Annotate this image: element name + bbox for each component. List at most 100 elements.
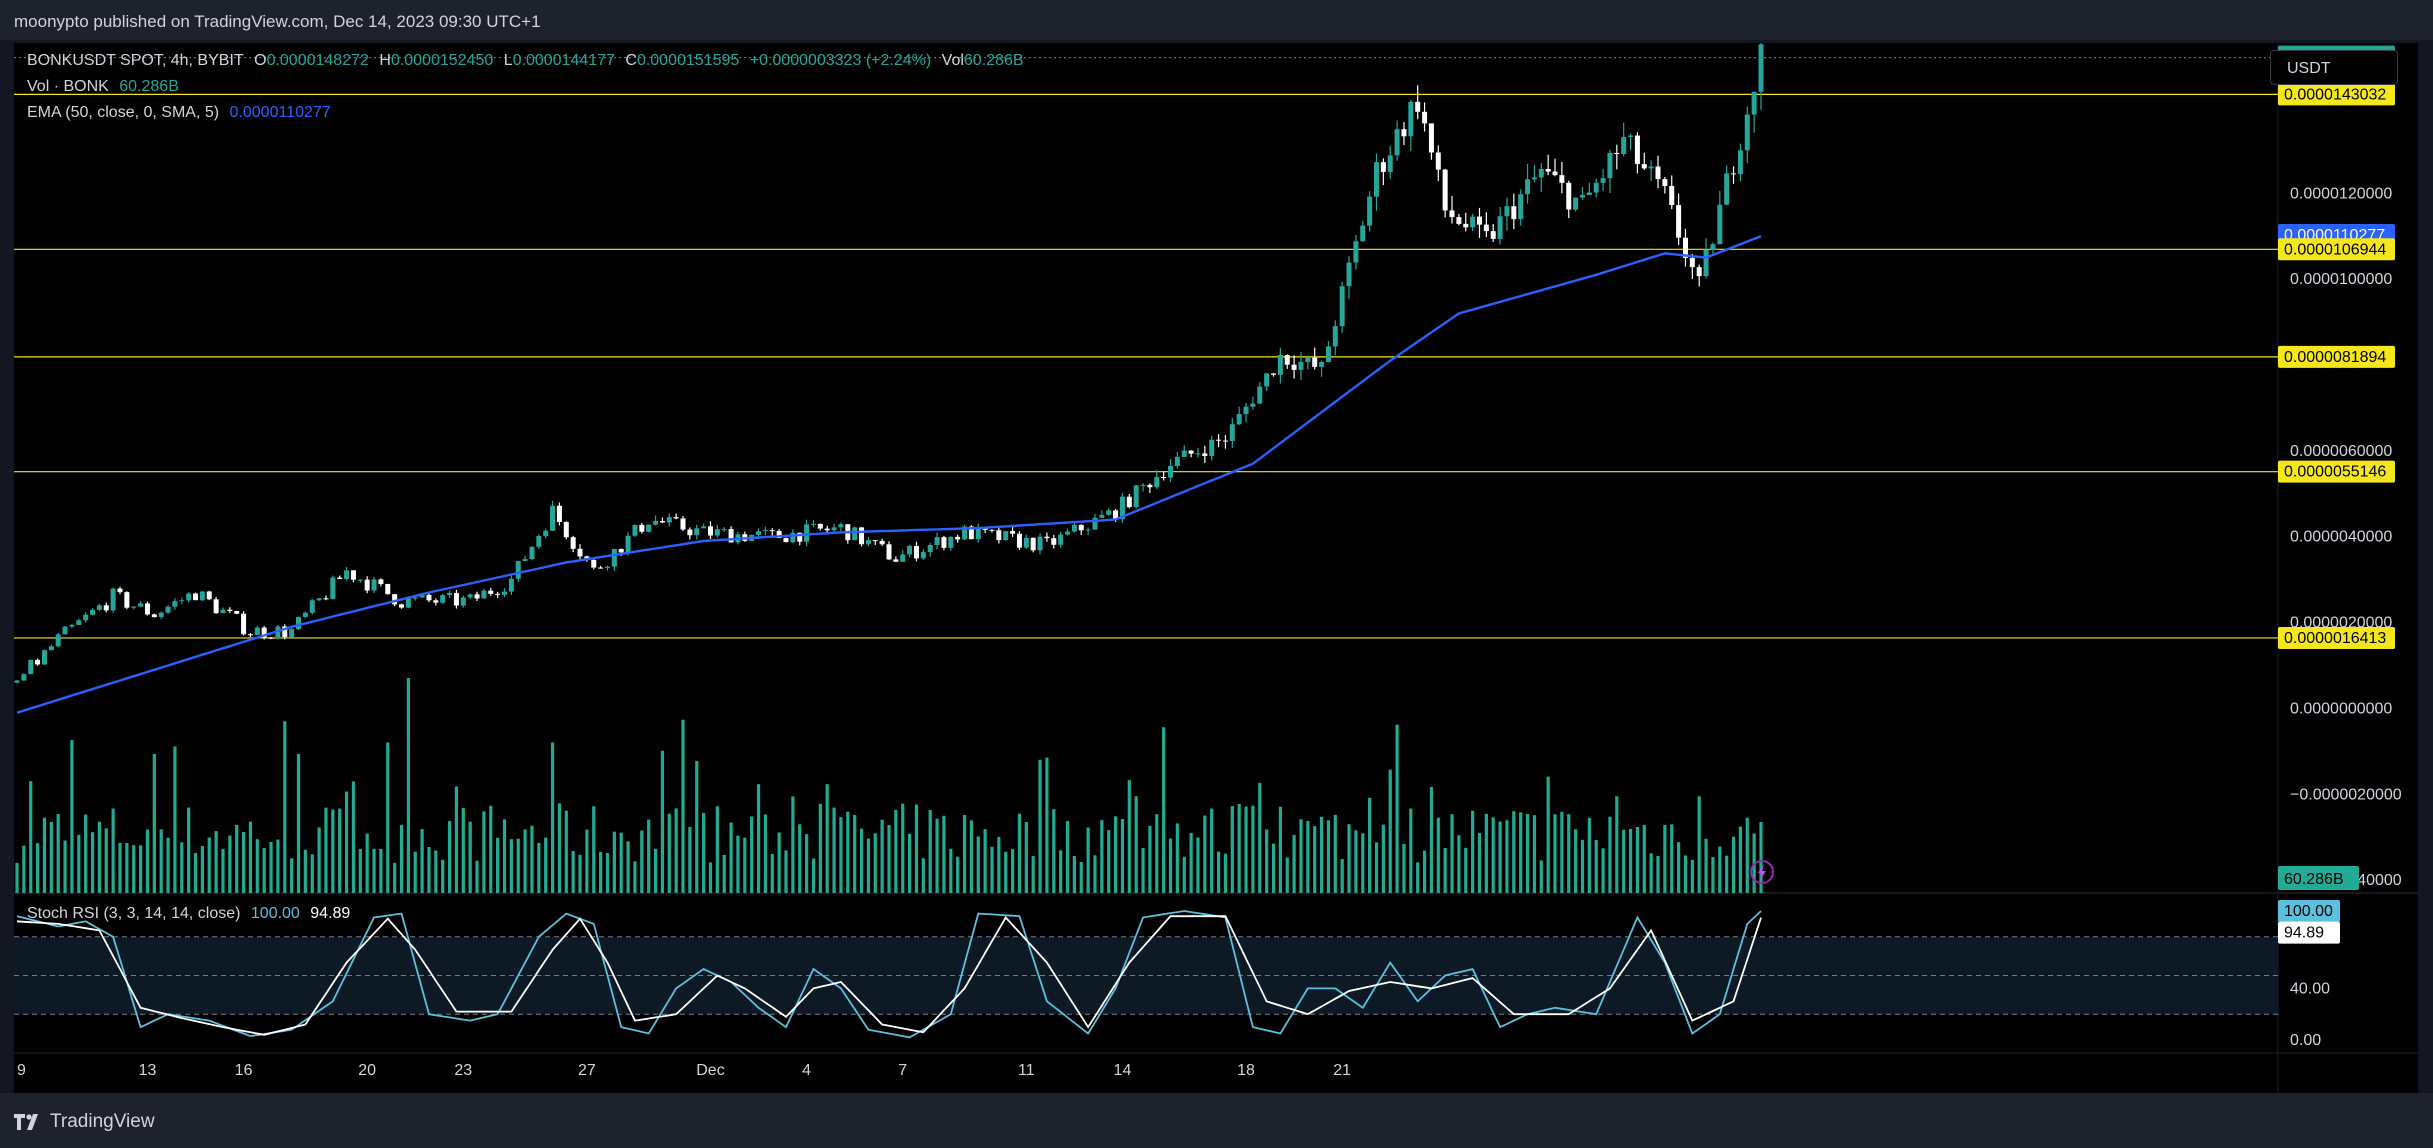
volume-bar	[90, 832, 95, 893]
candle-body	[453, 592, 459, 606]
volume-bar	[1313, 826, 1317, 893]
volume-bar	[1196, 837, 1200, 893]
candle-body	[1545, 169, 1551, 172]
volume-bar	[791, 796, 795, 893]
volume-bar	[1471, 810, 1475, 893]
volume-bar	[1265, 829, 1269, 893]
candle	[399, 603, 405, 609]
volume-bar	[585, 829, 589, 893]
candle-body	[714, 529, 720, 536]
volume-bar	[221, 849, 225, 893]
legend-symbol[interactable]: BONKUSDT SPOT, 4h, BYBIT	[27, 52, 244, 69]
volume-bar	[1525, 814, 1530, 893]
volume-bar	[1155, 814, 1159, 893]
volume-bar	[1601, 848, 1605, 893]
volume-bar	[214, 831, 218, 893]
candle	[96, 603, 102, 612]
volume-bar	[1072, 855, 1076, 893]
volume-bar	[853, 814, 857, 893]
candle	[1586, 182, 1592, 196]
volume-bar	[1429, 786, 1434, 893]
candle	[1696, 264, 1702, 287]
candle	[110, 587, 116, 613]
candle-body	[907, 545, 913, 555]
candle-body	[268, 637, 274, 639]
candle-body	[1126, 496, 1132, 508]
candle-body	[1168, 465, 1174, 478]
candle	[1319, 360, 1325, 377]
chart-area[interactable]: 0.0000120000 0.0000100000 0.0000060000 0.00…	[14, 43, 2418, 1093]
candle	[1655, 155, 1661, 189]
candle	[762, 526, 768, 536]
candle	[1078, 524, 1084, 535]
volume-bar	[557, 803, 562, 893]
candle	[1758, 43, 1764, 110]
candle-body	[529, 546, 535, 560]
candle	[1634, 132, 1640, 174]
candle	[1284, 354, 1290, 369]
volume-bar	[365, 833, 369, 893]
candle	[405, 597, 411, 609]
volume-bar	[1368, 797, 1372, 893]
candle-body	[1065, 531, 1071, 535]
volume-bar	[15, 862, 19, 893]
candle-body	[1332, 326, 1338, 347]
volume-bar	[1628, 828, 1633, 893]
volume-tag: 60.286B	[2278, 866, 2359, 890]
volume-legend[interactable]: Vol · BONK 60.286B	[27, 78, 185, 96]
candle-body	[227, 609, 233, 612]
candle	[550, 500, 556, 532]
candle	[1669, 175, 1675, 210]
legend-c-value: 0.0000151595	[636, 52, 740, 69]
volume-bar	[1519, 812, 1523, 893]
candle-body	[1710, 244, 1716, 250]
lightning-icon	[1758, 864, 1766, 880]
candle-body	[591, 559, 597, 568]
volume-bar	[1010, 849, 1015, 893]
time-axis-label: 18	[1237, 1062, 1255, 1079]
ema-legend[interactable]: EMA (50, close, 0, SMA, 5) 0.0000110277	[27, 104, 337, 122]
volume-bar	[681, 719, 685, 893]
candle-body	[302, 612, 308, 617]
stoch-legend[interactable]: Stoch RSI (3, 3, 14, 14, close) 100.00 9…	[27, 905, 356, 923]
legend-h-label: H	[379, 52, 391, 69]
volume-bar	[1045, 757, 1049, 893]
candle-body	[1449, 210, 1455, 218]
chart-svg[interactable]: 0.0000120000 0.0000100000 0.0000060000 0.00…	[14, 43, 2418, 1093]
volume-bar	[736, 835, 740, 893]
candle	[1058, 531, 1064, 549]
candle-body	[1490, 231, 1496, 239]
volume-bar	[708, 862, 713, 893]
volume-bar	[1491, 817, 1495, 893]
candle-body	[701, 526, 707, 529]
time-axis-label: 21	[1333, 1062, 1351, 1079]
currency-button[interactable]: USDT	[2270, 50, 2398, 85]
candle	[714, 524, 720, 538]
candle	[467, 593, 473, 599]
candle-body	[1216, 439, 1222, 441]
candle	[824, 525, 830, 534]
volume-bar	[1731, 836, 1736, 893]
volume-bar	[688, 826, 692, 893]
candle	[1010, 526, 1016, 537]
candle-body	[1511, 206, 1517, 220]
candle	[632, 524, 638, 537]
volume-bar	[1120, 818, 1125, 893]
candle-body	[357, 579, 363, 581]
candle-body	[1071, 524, 1077, 532]
candle-body	[1161, 477, 1167, 479]
candle	[673, 513, 679, 520]
time-axis-label: 9	[17, 1062, 26, 1079]
volume-bar	[1285, 857, 1289, 893]
candle-body	[364, 579, 370, 591]
tradingview-logo[interactable]: TradingView	[14, 1111, 155, 1133]
volume-bar	[166, 837, 170, 893]
candle	[913, 541, 919, 562]
stoch-d-tag: 94.89	[2278, 921, 2340, 944]
candle-body	[1023, 537, 1029, 548]
candle	[1552, 158, 1558, 177]
volume-bar	[1230, 806, 1234, 893]
candle	[179, 597, 185, 605]
candle	[289, 627, 295, 638]
candle-body	[117, 588, 123, 593]
